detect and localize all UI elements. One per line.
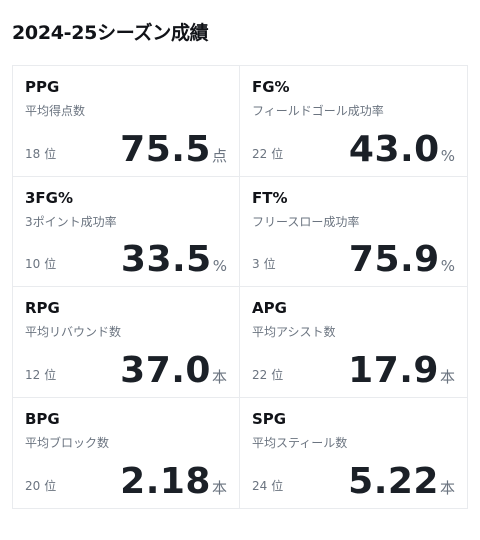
stat-label: 平均スティール数	[252, 435, 348, 450]
value-number: 43.0	[348, 128, 440, 170]
rank-number: 22	[252, 146, 268, 161]
rank-suffix: 位	[44, 479, 57, 493]
stat-abbr: APG	[252, 299, 287, 317]
stat-rank: 10 位	[25, 255, 56, 272]
rank-suffix: 位	[271, 479, 284, 493]
value-unit: %	[212, 257, 227, 275]
rank-number: 10	[25, 257, 41, 271]
stat-rank: 24 位	[252, 477, 283, 494]
rank-number: 18	[25, 146, 41, 161]
stat-label: 平均ブロック数	[25, 435, 110, 450]
value-number: 5.22	[348, 461, 439, 502]
stat-value: 5.22本	[348, 464, 455, 500]
rank-number: 24	[252, 479, 268, 493]
stat-label: 平均得点数	[25, 104, 86, 118]
value-unit: 本	[211, 367, 227, 386]
stat-abbr: BPG	[25, 409, 60, 428]
stat-abbr: FG%	[252, 78, 290, 96]
rank-suffix: 位	[263, 257, 276, 271]
rank-suffix: 位	[44, 367, 57, 382]
value-unit: 本	[439, 367, 455, 386]
stat-value: 37.0本	[120, 349, 227, 391]
stat-rank: 22 位	[252, 366, 283, 383]
stats-grid: PPG 平均得点数 18 位 75.5点 FG% フィールドゴール成功率 22 位 …	[12, 65, 468, 509]
stat-value: 33.5%	[121, 242, 227, 278]
rank-number: 12	[25, 367, 41, 382]
stat-label: 平均アシスト数	[252, 325, 336, 339]
stat-value: 17.9本	[348, 349, 455, 391]
value-number: 17.9	[348, 349, 439, 391]
rank-number: 3	[252, 257, 260, 271]
stat-card-fg: FG% フィールドゴール成功率 22 位 43.0%	[240, 66, 467, 177]
stat-card-ppg: PPG 平均得点数 18 位 75.5点	[13, 66, 240, 177]
section-title: 2024-25シーズン成績	[12, 22, 209, 44]
value-number: 37.0	[120, 349, 211, 391]
stat-rank: 18 位	[25, 145, 56, 162]
stat-value: 75.9%	[349, 242, 455, 278]
stat-abbr: PPG	[25, 78, 60, 96]
stat-rank: 20 位	[25, 477, 56, 494]
stat-card-rpg: RPG 平均リバウンド数 12 位 37.0本	[13, 287, 240, 398]
value-unit: %	[440, 146, 455, 165]
rank-suffix: 位	[271, 146, 284, 161]
value-number: 75.5	[120, 128, 211, 170]
rank-number: 22	[252, 367, 268, 382]
value-number: 2.18	[120, 461, 211, 502]
value-unit: %	[440, 257, 455, 275]
value-unit: 本	[439, 479, 455, 497]
stat-value: 43.0%	[348, 128, 455, 170]
stat-abbr: FT%	[252, 188, 288, 207]
stat-label: フリースロー成功率	[252, 214, 360, 229]
stat-abbr: 3FG%	[25, 188, 74, 207]
stat-abbr: SPG	[252, 409, 287, 428]
stat-label: 平均リバウンド数	[25, 325, 122, 339]
value-unit: 本	[211, 479, 227, 497]
stat-card-spg: SPG 平均スティール数 24 位 5.22本	[240, 398, 467, 509]
value-unit: 点	[211, 146, 227, 165]
stat-value: 75.5点	[120, 128, 227, 170]
stat-rank: 12 位	[25, 366, 56, 383]
value-number: 33.5	[120, 239, 212, 280]
rank-suffix: 位	[44, 146, 57, 161]
stat-label: 3ポイント成功率	[25, 214, 117, 229]
rank-number: 20	[25, 479, 41, 493]
stat-card-3fg: 3FG% 3ポイント成功率 10 位 33.5%	[13, 176, 240, 287]
stat-label: フィールドゴール成功率	[252, 104, 384, 118]
stat-rank: 22 位	[252, 145, 283, 162]
stat-abbr: RPG	[25, 299, 60, 317]
stat-value: 2.18本	[120, 464, 227, 500]
stat-card-bpg: BPG 平均ブロック数 20 位 2.18本	[13, 397, 240, 508]
value-number: 75.9	[348, 239, 440, 280]
rank-suffix: 位	[44, 257, 57, 271]
rank-suffix: 位	[271, 367, 284, 382]
stat-card-apg: APG 平均アシスト数 22 位 17.9本	[240, 287, 467, 398]
